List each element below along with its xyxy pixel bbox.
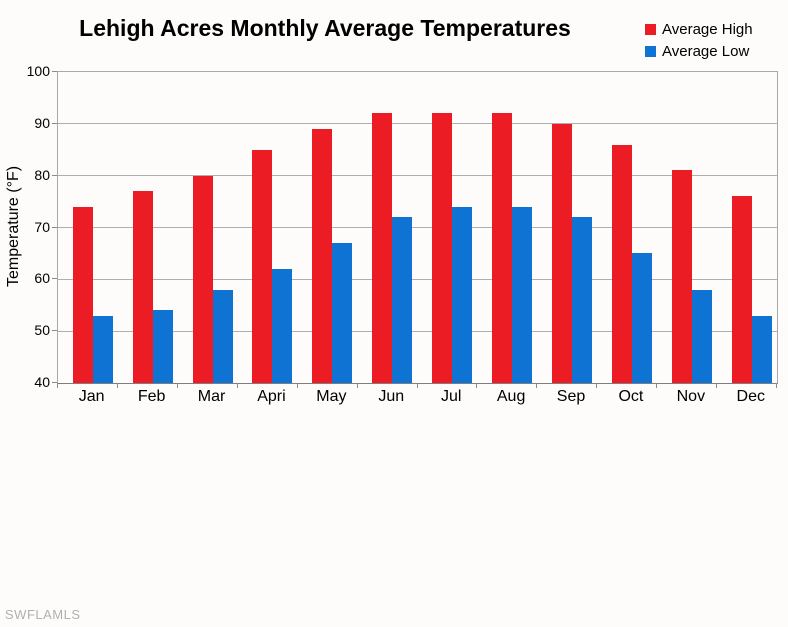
x-tick-2 <box>176 383 178 388</box>
bar-average-low-dec <box>751 315 772 383</box>
chart-title: Lehigh Acres Monthly Average Temperature… <box>79 15 571 41</box>
y-tick-label-60: 60 <box>34 270 50 287</box>
y-tick-label-90: 90 <box>34 114 50 131</box>
x-category-label-sep: Sep <box>556 388 586 405</box>
bar-average-low-apri <box>272 268 293 383</box>
average-low-swatch-icon <box>645 46 656 57</box>
gridline-90 <box>58 123 777 125</box>
x-category-label-jan: Jan <box>78 388 105 405</box>
bar-average-low-jul <box>452 206 473 383</box>
bar-average-high-apri <box>252 149 273 383</box>
x-tick-7 <box>476 383 478 388</box>
bar-average-high-jan <box>72 206 93 383</box>
bar-average-high-jun <box>372 113 393 383</box>
x-tick-12 <box>776 383 777 388</box>
y-tick-label-100: 100 <box>26 63 50 79</box>
x-category-label-nov: Nov <box>676 388 706 405</box>
y-tick-label-40: 40 <box>34 374 50 390</box>
x-category-label-jun: Jun <box>378 388 405 405</box>
y-tick-90 <box>52 122 57 124</box>
legend: Average High Average Low <box>645 19 753 63</box>
bar-average-low-mar <box>212 289 233 383</box>
y-tick-100 <box>52 71 57 72</box>
bar-average-high-feb <box>132 191 153 383</box>
watermark: SWFLAMLS <box>5 607 81 622</box>
x-tick-6 <box>416 383 418 388</box>
x-category-label-dec: Dec <box>736 388 765 405</box>
bar-average-high-may <box>312 129 333 383</box>
legend-label-average-low: Average Low <box>662 43 750 60</box>
x-tick-5 <box>356 383 358 388</box>
x-category-label-mar: Mar <box>197 388 226 405</box>
bar-average-high-sep <box>552 123 573 383</box>
y-tick-80 <box>52 174 57 176</box>
x-tick-8 <box>536 383 538 388</box>
x-tick-4 <box>296 383 298 388</box>
bar-average-low-feb <box>152 310 173 383</box>
x-category-label-may: May <box>316 388 347 405</box>
y-tick-40 <box>52 382 57 383</box>
y-tick-50 <box>52 330 57 332</box>
x-category-label-aug: Aug <box>496 388 526 405</box>
plot-area <box>57 71 778 384</box>
x-tick-1 <box>116 383 118 388</box>
bar-average-high-dec <box>731 196 752 383</box>
y-tick-label-50: 50 <box>34 322 50 339</box>
legend-label-average-high: Average High <box>662 21 753 38</box>
bar-average-low-jan <box>92 315 113 383</box>
bar-average-low-jun <box>392 217 413 383</box>
x-tick-11 <box>716 383 718 388</box>
x-category-label-jul: Jul <box>440 388 462 405</box>
y-tick-60 <box>52 278 57 280</box>
y-tick-label-80: 80 <box>34 166 50 183</box>
bar-average-low-may <box>332 243 353 383</box>
x-category-label-oct: Oct <box>618 388 644 405</box>
x-tick-10 <box>656 383 658 388</box>
gridline-70 <box>58 227 777 228</box>
gridline-60 <box>58 278 777 280</box>
gridline-50 <box>58 330 777 332</box>
legend-item-average-low: Average Low <box>645 41 753 62</box>
gridline-80 <box>58 175 777 177</box>
bar-average-high-nov <box>671 170 692 383</box>
bar-average-high-jul <box>432 113 453 383</box>
bar-average-high-oct <box>611 144 632 383</box>
x-tick-9 <box>596 383 598 388</box>
bar-average-low-aug <box>512 206 533 383</box>
average-high-swatch-icon <box>645 24 656 35</box>
x-category-label-feb: Feb <box>137 388 166 405</box>
bar-average-low-sep <box>572 217 593 383</box>
bar-average-low-oct <box>631 253 652 383</box>
bar-average-low-nov <box>691 289 712 383</box>
y-tick-label-70: 70 <box>34 218 50 235</box>
x-tick-3 <box>236 383 238 388</box>
bar-average-high-aug <box>492 113 513 383</box>
legend-item-average-high: Average High <box>645 19 753 40</box>
y-tick-70 <box>52 226 57 228</box>
bar-average-high-mar <box>192 175 213 383</box>
x-category-label-apri: Apri <box>257 388 286 405</box>
x-tick-0 <box>57 383 58 388</box>
